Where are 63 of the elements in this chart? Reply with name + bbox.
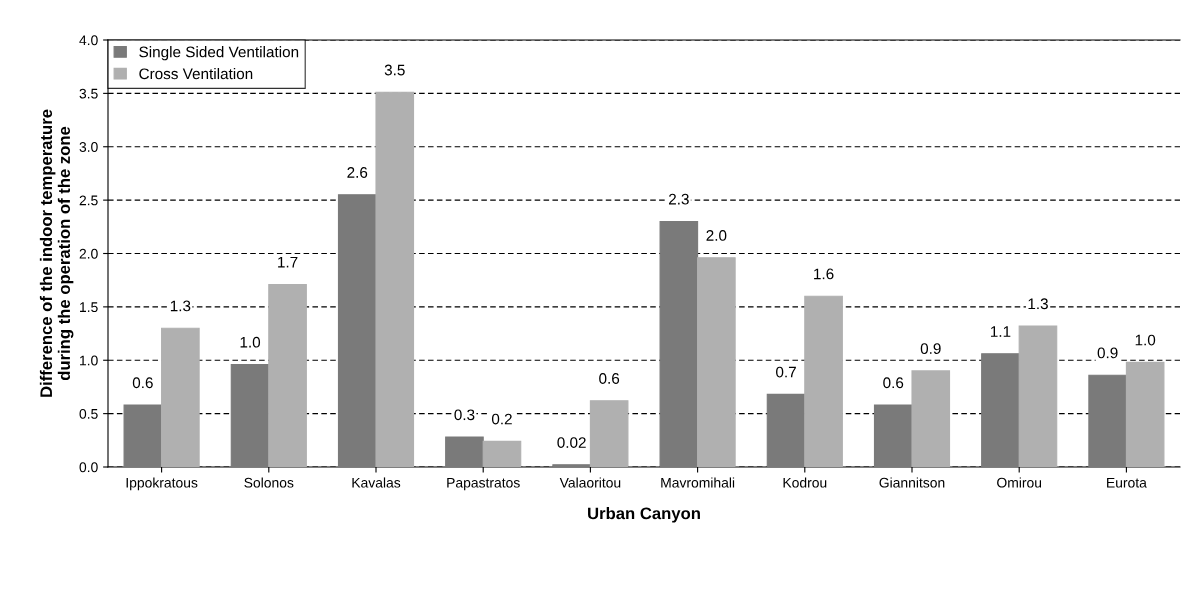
- x-tick-label: Valaoritou: [559, 477, 621, 488]
- data-label: 0.3: [454, 409, 475, 421]
- bar: [552, 464, 591, 467]
- data-label: 0.6: [132, 377, 153, 389]
- bar: [589, 400, 629, 467]
- x-tick-label: Omirou: [997, 477, 1042, 488]
- bar: [230, 363, 270, 467]
- x-tick-label: Mavromihali: [661, 477, 735, 488]
- y-tick-label: 0.0: [79, 462, 98, 473]
- data-label: 2.0: [706, 230, 727, 241]
- x-tick-label: Papastratos: [447, 477, 520, 491]
- bar: [697, 257, 736, 467]
- legend-label: Single Sided Ventilation: [139, 46, 299, 61]
- bar: [981, 353, 1020, 467]
- y-tick-label: 4.0: [79, 35, 98, 46]
- y-axis-title: Difference of the indoor temperature during the operation of the zone: [39, 109, 74, 397]
- data-label: 2.3: [668, 193, 689, 205]
- data-label: 1.0: [240, 336, 261, 348]
- bar: [1088, 374, 1127, 467]
- bar: [482, 440, 522, 467]
- data-label: 0.2: [491, 413, 512, 425]
- data-label: 0.02: [557, 437, 586, 448]
- bar: [804, 295, 843, 467]
- bar: [873, 404, 913, 467]
- data-label: 0.9: [920, 343, 941, 355]
- data-label: 0.9: [1097, 347, 1118, 359]
- bar: [123, 404, 163, 467]
- bar: [337, 194, 377, 467]
- y-tick-label: 2.0: [79, 248, 98, 259]
- bar: [911, 370, 951, 467]
- data-label: 1.3: [170, 300, 191, 312]
- data-label: 0.6: [599, 373, 620, 384]
- bar: [375, 91, 415, 467]
- data-label: 1.0: [1135, 334, 1156, 346]
- x-tick-label: Solonos: [244, 477, 294, 488]
- x-tick-label: Eurota: [1107, 477, 1147, 488]
- data-label: 0.6: [883, 377, 904, 389]
- y-tick-label: 2.5: [79, 195, 98, 206]
- x-tick-label: Kodrou: [783, 477, 827, 488]
- bar: [1125, 361, 1165, 467]
- bar: [268, 283, 307, 467]
- bar: [161, 327, 200, 467]
- y-tick-label: 3.0: [79, 142, 98, 152]
- data-label: 3.5: [384, 64, 405, 76]
- y-tick-label: 0.5: [79, 408, 98, 419]
- x-tick-label: Ippokratous: [126, 477, 198, 491]
- data-label: 0.7: [776, 366, 796, 378]
- data-label: 2.6: [347, 167, 368, 178]
- legend-label: Cross Ventilation: [139, 67, 253, 80]
- bar: [766, 393, 806, 467]
- y-tick-label: 1.5: [80, 302, 98, 313]
- x-axis-title: Urban Canyon: [588, 507, 700, 523]
- data-label: 1.1: [990, 326, 1011, 337]
- data-label: 1.7: [278, 256, 298, 268]
- bar: [445, 436, 484, 467]
- bar: [1018, 325, 1058, 467]
- x-tick-label: Kavalas: [352, 477, 401, 488]
- y-tick-label: 3.5: [79, 88, 98, 99]
- bar: [659, 220, 699, 467]
- data-label: 1.3: [1028, 298, 1048, 310]
- x-tick-label: Giannitson: [879, 477, 945, 488]
- y-tick-label: 1.0: [80, 355, 98, 366]
- data-label: 1.6: [814, 268, 834, 280]
